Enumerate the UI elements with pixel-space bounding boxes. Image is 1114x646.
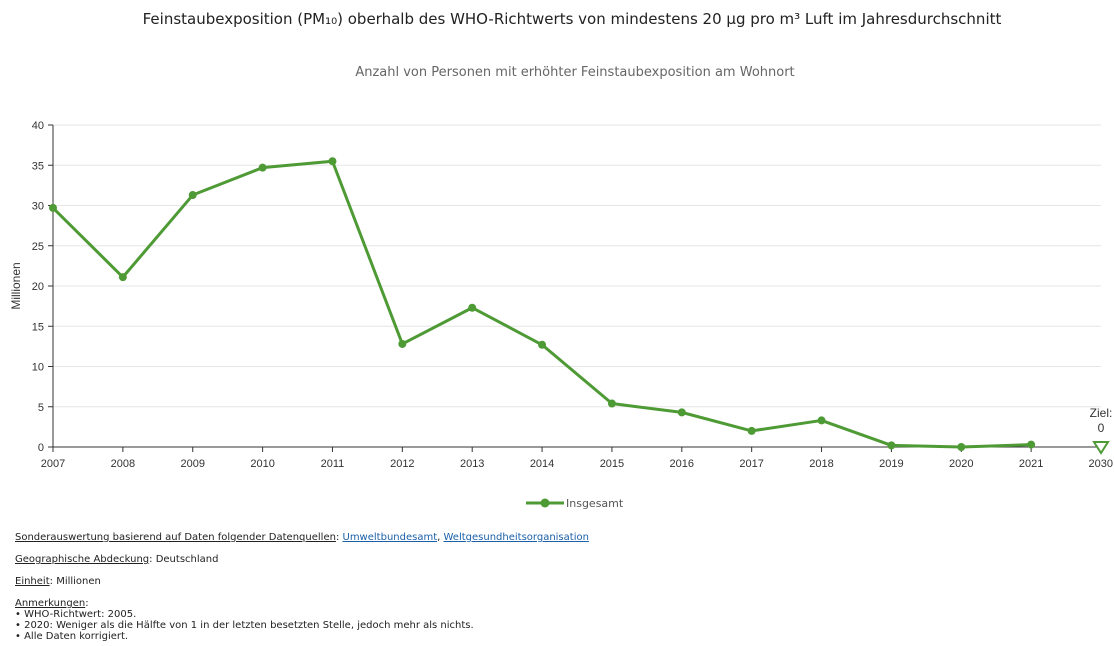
x-tick-label: 2016 — [670, 458, 694, 470]
note-item: • Alle Daten korrigiert. — [15, 631, 129, 642]
x-tick-label: 2020 — [949, 458, 973, 470]
series-insgesamt — [49, 157, 1036, 451]
data-point[interactable] — [118, 273, 127, 282]
data-point[interactable] — [188, 191, 197, 200]
x-tick-label: 2007 — [41, 458, 65, 470]
x-tick-label: 2011 — [321, 458, 345, 470]
geo-value: Deutschland — [155, 554, 219, 565]
data-point[interactable] — [607, 399, 616, 408]
notes-block: Anmerkungen: • WHO-Richtwert: 2005. • 20… — [15, 598, 474, 642]
y-tick-label: 0 — [38, 442, 44, 454]
geo-label: Geographische Abdeckung — [15, 554, 150, 565]
x-tick-label: 2019 — [879, 458, 903, 470]
y-tick-label: 15 — [32, 321, 44, 333]
note-item: • WHO-Richtwert: 2005. — [15, 609, 137, 620]
data-point[interactable] — [328, 157, 337, 166]
y-tick-label: 35 — [32, 160, 44, 172]
x-tick-label: 2009 — [180, 458, 204, 470]
source-link-umweltbundesamt[interactable]: Umweltbundesamt — [342, 532, 438, 543]
y-tick-label: 20 — [32, 281, 44, 293]
y-tick-label: 30 — [32, 201, 44, 213]
legend-label-insgesamt: Insgesamt — [566, 497, 624, 510]
data-point[interactable] — [49, 203, 57, 212]
data-point[interactable] — [817, 416, 826, 425]
grid-lines — [53, 124, 1101, 408]
data-point[interactable] — [258, 163, 267, 172]
x-axis-ticks: 2007 2008 2009 2010 2011 2012 2013 2014 2015 2016… — [41, 447, 1113, 470]
legend-marker — [540, 498, 550, 508]
x-tick-label: 2014 — [530, 458, 554, 470]
unit-label: Einheit — [15, 576, 50, 587]
note-item: • 2020: Weniger als die Hälfte von 1 in … — [15, 620, 474, 631]
notes-label: Anmerkungen — [15, 598, 86, 609]
data-point[interactable] — [677, 408, 686, 417]
source-link-who[interactable]: Weltgesundheitsorganisation — [443, 532, 589, 543]
data-point[interactable] — [398, 339, 407, 348]
x-tick-label: 2012 — [390, 458, 414, 470]
chart-subtitle: Anzahl von Personen mit erhöhter Feinsta… — [355, 65, 795, 80]
data-point[interactable] — [1027, 440, 1036, 449]
y-tick-label: 5 — [38, 402, 44, 414]
y-tick-label: 40 — [32, 120, 44, 132]
x-tick-label: 2015 — [600, 458, 624, 470]
data-point[interactable] — [468, 303, 477, 312]
unit-value: Millionen — [56, 576, 101, 587]
y-tick-label: 10 — [32, 362, 44, 374]
target-label: Ziel: — [1090, 406, 1113, 420]
notes-list: • WHO-Richtwert: 2005. • 2020: Weniger a… — [15, 609, 474, 642]
data-point[interactable] — [887, 441, 896, 450]
target-marker: Ziel:0 — [1090, 406, 1113, 455]
x-tick-label: 2010 — [250, 458, 274, 470]
sources-line: Sonderauswertung basierend auf Daten fol… — [15, 532, 589, 543]
chart-title: Feinstaubexposition (PM₁₀) oberhalb des … — [142, 10, 1002, 28]
x-tick-label: 2030 — [1089, 458, 1113, 470]
y-tick-label: 25 — [32, 241, 44, 253]
legend[interactable]: Insgesamt — [526, 497, 624, 510]
unit-line: Einheit: Millionen — [15, 576, 101, 587]
target-value: 0 — [1098, 421, 1105, 435]
data-point[interactable] — [538, 340, 547, 349]
y-axis-label: Millionen — [9, 262, 23, 309]
series-line — [51, 159, 1032, 449]
x-tick-label: 2008 — [111, 458, 135, 470]
line-chart: 0 5 10 15 20 25 30 35 40 2007 2008 2009 2010 2011 201… — [9, 120, 1113, 510]
x-tick-label: 2018 — [809, 458, 833, 470]
geo-line: Geographische Abdeckung: Deutschland — [15, 554, 219, 565]
y-axis-ticks: 0 5 10 15 20 25 30 35 40 — [32, 120, 53, 454]
data-point[interactable] — [747, 426, 756, 435]
data-point[interactable] — [957, 443, 966, 451]
x-tick-label: 2017 — [739, 458, 763, 470]
sources-label: Sonderauswertung basierend auf Daten fol… — [15, 532, 336, 543]
target-triangle — [1092, 441, 1110, 455]
x-tick-label: 2021 — [1019, 458, 1043, 470]
x-tick-label: 2013 — [460, 458, 484, 470]
